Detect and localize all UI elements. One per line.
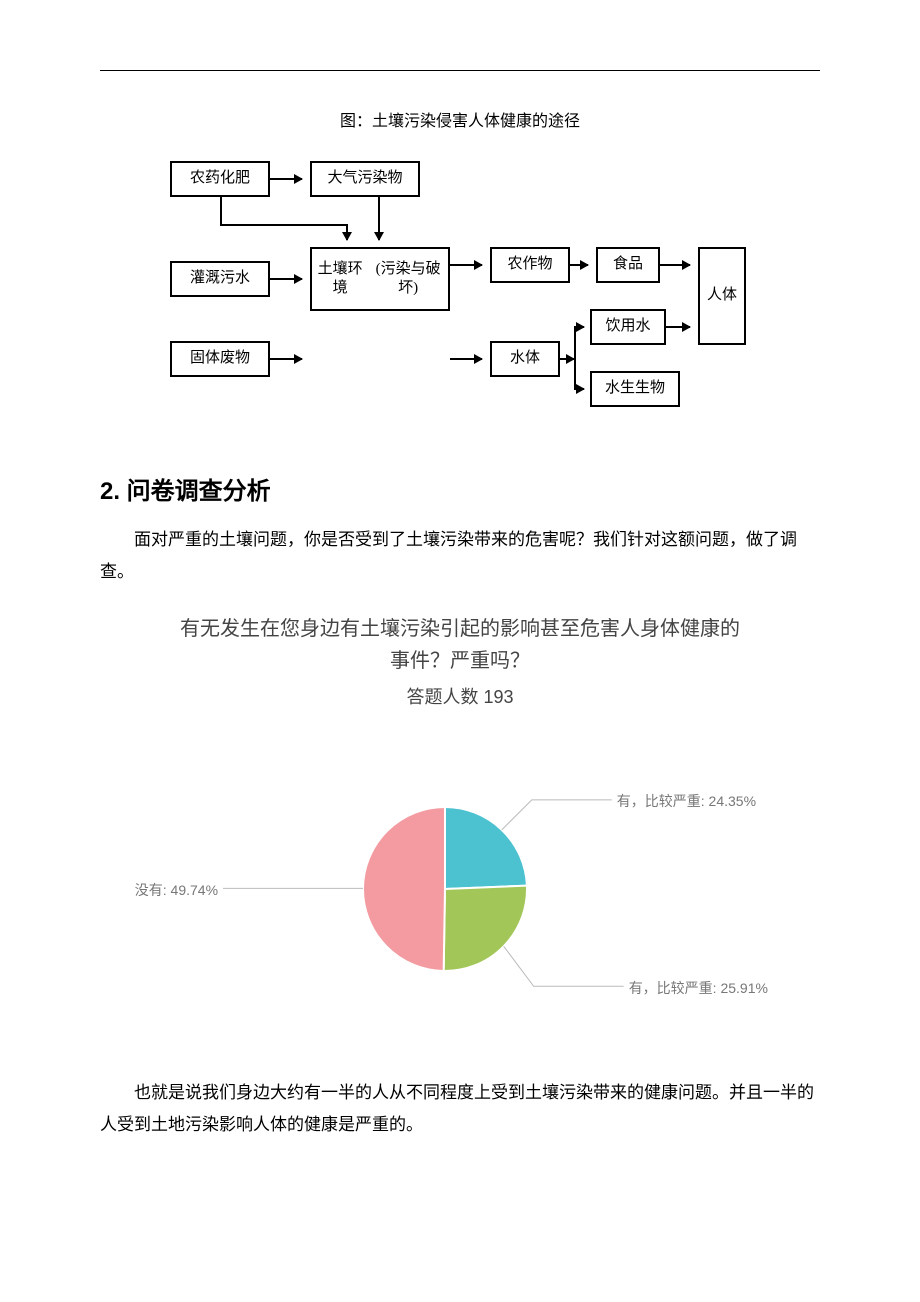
flow-node-crop: 农作物 [490,247,570,283]
flow-node-irrigation: 灌溉污水 [170,261,270,297]
arrow [270,278,302,280]
pie-chart: 有，比较严重: 24.35% 有，比较严重: 25.91% 没有: 49.74% [100,759,820,1039]
figure-caption: 图：土壤污染侵害人体健康的途径 [100,107,820,131]
flow-node-food: 食品 [596,247,660,283]
pie-label: 没有: 49.74% [135,880,218,900]
arrow [660,264,690,266]
flow-node-human: 人体 [698,247,746,345]
arrow [378,197,380,240]
flow-node-drink: 饮用水 [590,309,666,345]
arrow [666,326,690,328]
flow-line [220,224,348,226]
survey-subtitle: 答题人数 193 [100,683,820,709]
arrow [450,264,482,266]
flow-line [220,197,222,224]
paragraph: 面对严重的土壤问题，你是否受到了土壤污染带来的危害呢？我们针对这额问题，做了调查… [100,524,820,589]
survey-chart: 有无发生在您身边有土壤污染引起的影响甚至危害人身体健康的事件？严重吗？ 答题人数… [100,613,820,1039]
paragraph: 也就是说我们身边大约有一半的人从不同程度上受到土壤污染带来的健康问题。并且一半的… [100,1077,820,1142]
document-page: 图：土壤污染侵害人体健康的途径 [0,0,920,1211]
flow-node-solid: 固体废物 [170,341,270,377]
pie-label: 有，比较严重: 25.91% [629,978,768,998]
section-heading: 2. 问卷调查分析 [100,471,820,506]
arrow [576,326,584,328]
arrow [346,224,348,240]
flow-line [574,341,576,389]
flowchart-soil-pollution: 农药化肥 大气污染物灌溉污水固体废物 土壤环境(污染与破坏) 农作物水体 食品饮用水水生… [150,161,710,421]
arrow [270,358,302,360]
arrow [450,358,482,360]
survey-title: 有无发生在您身边有土壤污染引起的影响甚至危害人身体健康的事件？严重吗？ [180,613,740,677]
pie-label: 有，比较严重: 24.35% [617,791,756,811]
flow-node-water: 水体 [490,341,560,377]
header-rule [100,70,820,71]
flow-node-pesticide: 农药化肥 [170,161,270,197]
flow-node-air: 大气污染物 [310,161,420,197]
flow-node-aquatic: 水生生物 [590,371,680,407]
flow-node-soil: 土壤环境(污染与破坏) [310,247,450,311]
arrow [270,178,302,180]
arrow [570,264,588,266]
